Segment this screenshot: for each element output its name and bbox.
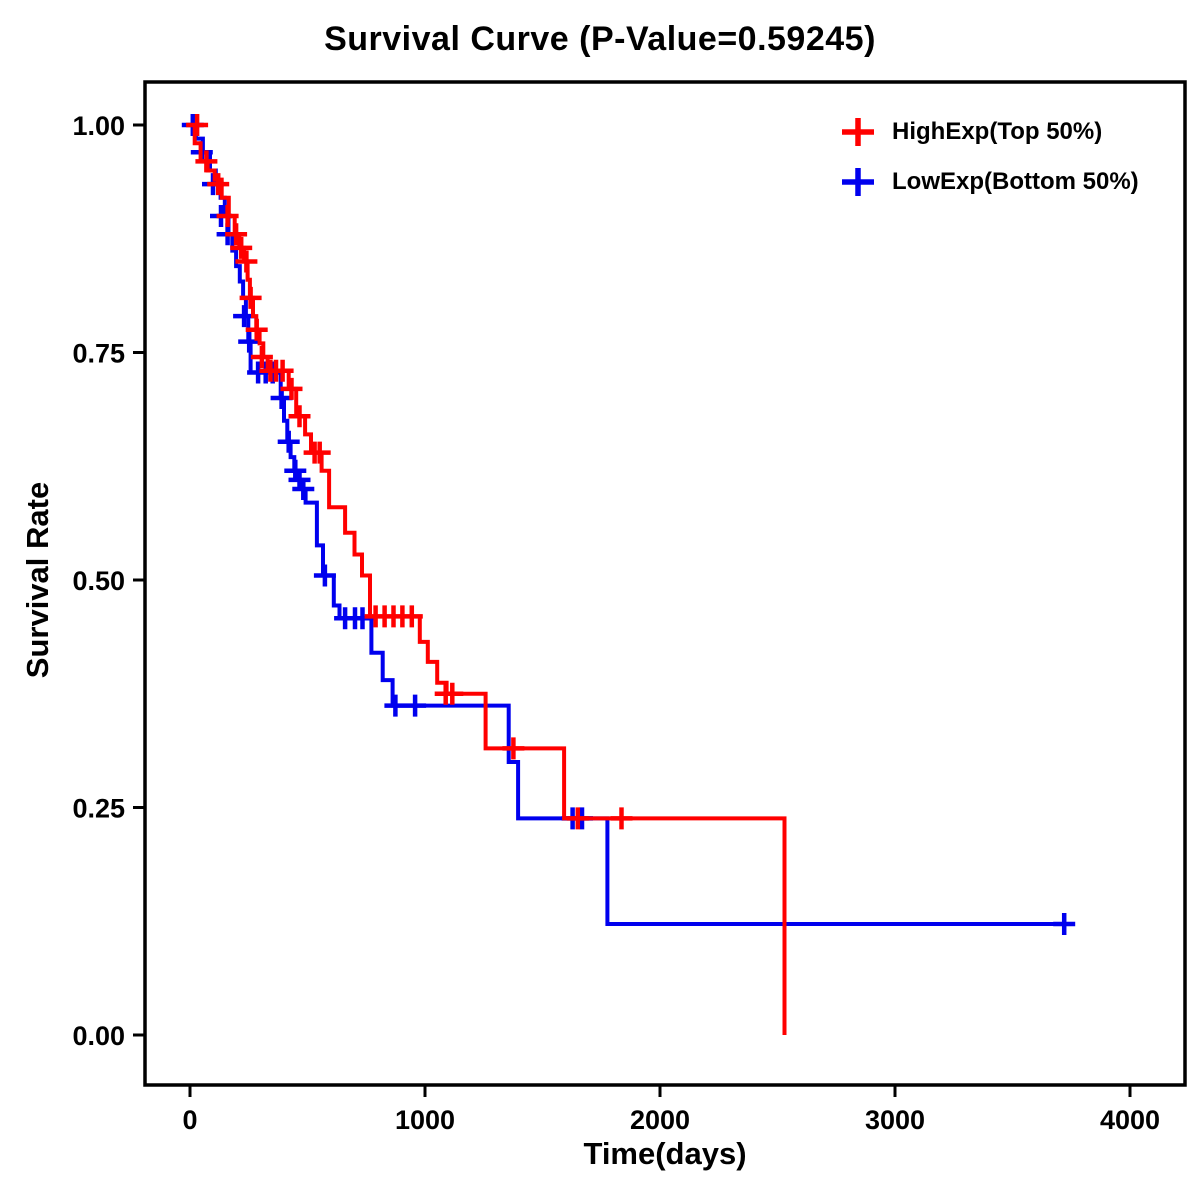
- lowexp-plus-marker-path: [842, 168, 874, 196]
- y-tick-label: 0.50: [72, 566, 125, 596]
- x-axis-label: Time(days): [583, 1136, 747, 1171]
- legend-label-lowexp: LowExp(Bottom 50%): [892, 168, 1139, 195]
- x-tick-label: 4000: [1100, 1105, 1160, 1135]
- y-tick-label: 0.75: [72, 339, 125, 369]
- legend-label-highexp: HighExp(Top 50%): [892, 118, 1103, 145]
- chart-title: Survival Curve (P-Value=0.59245): [324, 20, 876, 58]
- y-axis-label: Survival Rate: [20, 481, 55, 679]
- y-tick-label: 0.00: [72, 1021, 125, 1051]
- highexp-censor-marks: [186, 114, 633, 830]
- x-tick-label: 0: [182, 1105, 197, 1135]
- legend-item-lowexp: LowExp(Bottom 50%): [838, 166, 1139, 198]
- highexp-plus-marker-path: [842, 118, 874, 146]
- lowexp-plus-marker-icon: [842, 168, 874, 196]
- legend-item-highexp: HighExp(Top 50%): [838, 116, 1139, 148]
- lowexp-survival-curve: [190, 123, 1065, 926]
- plot-border: [143, 80, 1187, 1087]
- highexp-survival-curve: [190, 123, 787, 1035]
- y-tick-label: 1.00: [72, 111, 125, 141]
- y-tick-label: 0.25: [72, 794, 125, 824]
- x-tick-label: 3000: [865, 1105, 925, 1135]
- highexp-plus-marker-icon: [842, 118, 874, 146]
- legend: HighExp(Top 50%) LowExp(Bottom 50%): [838, 116, 1139, 198]
- x-tick-label: 2000: [630, 1105, 690, 1135]
- x-tick-label: 1000: [395, 1105, 455, 1135]
